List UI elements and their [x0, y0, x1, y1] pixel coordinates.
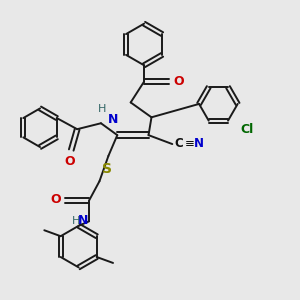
Text: N: N	[78, 214, 88, 227]
Text: N: N	[107, 112, 118, 126]
Text: C: C	[175, 137, 183, 150]
Text: H: H	[71, 216, 80, 226]
Text: O: O	[64, 155, 75, 168]
Text: Cl: Cl	[240, 123, 253, 136]
Text: ≡: ≡	[185, 137, 195, 150]
Text: H: H	[98, 104, 106, 114]
Text: S: S	[102, 163, 112, 176]
Text: O: O	[51, 194, 62, 206]
Text: N: N	[194, 137, 204, 150]
Text: O: O	[173, 74, 184, 88]
